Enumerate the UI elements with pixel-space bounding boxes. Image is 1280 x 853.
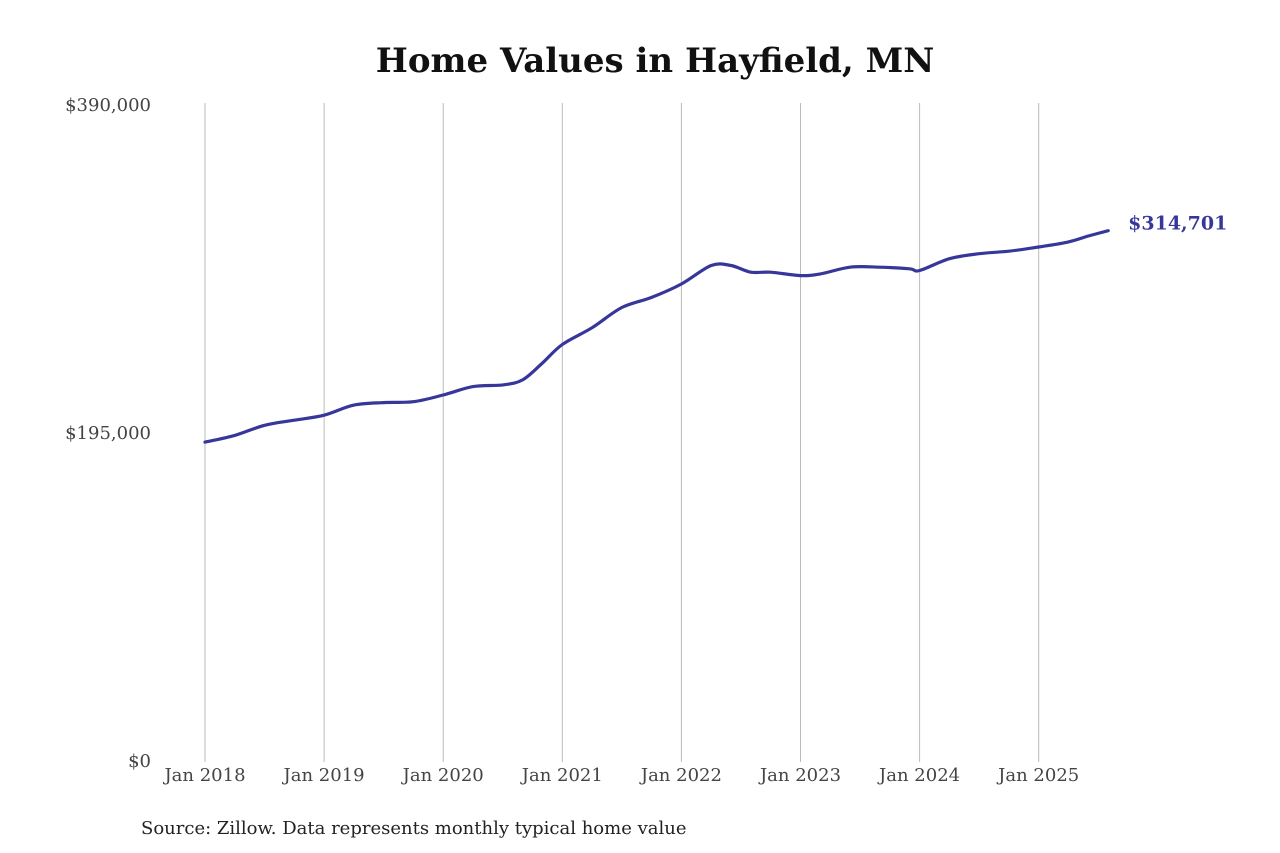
gridlines: [204, 103, 1040, 762]
x-tick-label: Jan 2023: [758, 765, 841, 786]
x-tick-label: Jan 2018: [162, 765, 245, 786]
end-value-label: $314,701: [1128, 213, 1227, 235]
x-tick-label: Jan 2021: [520, 765, 603, 786]
x-tick-label: Jan 2025: [996, 765, 1079, 786]
x-tick-label: Jan 2019: [282, 765, 365, 786]
chart-title: Home Values in Hayfield, MN: [376, 41, 935, 81]
y-tick-label: $0: [128, 751, 151, 772]
x-axis-tick-labels: Jan 2018 Jan 2019 Jan 2020 Jan 2021 Jan 2022…: [162, 765, 1079, 786]
x-tick-label: Jan 2022: [639, 765, 722, 786]
y-tick-label: $390,000: [65, 95, 151, 116]
source-note: Source: Zillow. Data represents monthly …: [141, 818, 687, 839]
y-tick-label: $195,000: [65, 423, 151, 444]
y-axis-tick-labels: $0 $195,000 $390,000: [65, 95, 151, 772]
series-line-home-value: [203, 229, 1110, 444]
x-tick-label: Jan 2020: [401, 765, 484, 786]
x-tick-label: Jan 2024: [877, 765, 960, 786]
